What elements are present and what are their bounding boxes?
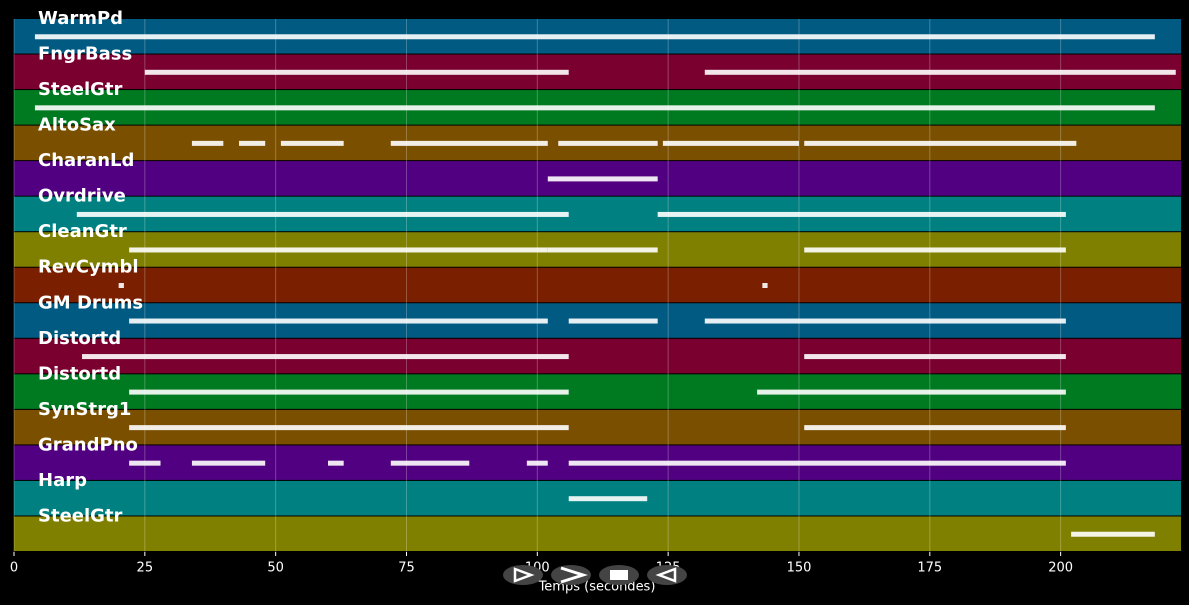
x-tick-label: 50: [267, 561, 284, 576]
track-label: FngrBass: [38, 44, 132, 65]
note-span: [804, 140, 1077, 146]
note-span: [757, 389, 1066, 395]
note-span: [1071, 531, 1155, 537]
x-tick-label: 175: [917, 561, 942, 576]
note-span: [129, 389, 569, 395]
note-span: [144, 69, 569, 75]
track-label: Harp: [38, 470, 87, 491]
track-band: [14, 267, 1181, 303]
notes: [34, 34, 1176, 537]
note-span: [762, 283, 768, 288]
track-label: SteelGtr: [38, 79, 123, 100]
forward-button[interactable]: [551, 565, 591, 585]
track-label: WarmPd: [38, 8, 123, 29]
note-span: [804, 354, 1066, 360]
note-span: [568, 460, 1066, 466]
track-label: SteelGtr: [38, 505, 123, 526]
x-tick-label: 200: [1048, 561, 1073, 576]
note-span: [34, 105, 1155, 111]
x-tick-label: 25: [137, 561, 154, 576]
note-span: [662, 140, 799, 146]
note-span: [804, 425, 1066, 431]
note-span: [804, 247, 1066, 253]
note-span: [558, 140, 658, 146]
note-span: [327, 460, 344, 466]
track-label: AltoSax: [38, 115, 116, 136]
rewind-button[interactable]: [647, 565, 687, 585]
track-label: Distortd: [38, 363, 121, 384]
note-span: [657, 211, 1066, 217]
track-labels: WarmPd FngrBass SteelGtr AltoSax CharanLd Ovr…: [38, 8, 143, 526]
note-span: [129, 425, 569, 431]
note-span: [568, 496, 648, 502]
playback-controls: [503, 565, 687, 585]
stop-button[interactable]: [599, 565, 639, 585]
note-span: [191, 140, 224, 146]
note-span: [82, 354, 569, 360]
note-span: [191, 460, 266, 466]
x-tick-label: 150: [787, 561, 812, 576]
x-tick-label: 75: [398, 561, 415, 576]
note-span: [704, 69, 1176, 75]
track-label: CharanLd: [38, 150, 134, 171]
note-span: [280, 140, 344, 146]
note-span: [704, 318, 1066, 324]
track-label: Distortd: [38, 328, 121, 349]
track-bands: [14, 19, 1181, 551]
track-label: CleanGtr: [38, 221, 127, 242]
note-span: [34, 34, 1155, 40]
note-span: [76, 211, 569, 217]
note-span: [390, 140, 548, 146]
track-label: GrandPno: [38, 434, 138, 455]
note-span: [129, 247, 548, 253]
track-band: [14, 516, 1181, 551]
note-span: [568, 318, 658, 324]
x-tick-label: 0: [10, 561, 18, 576]
note-span: [526, 460, 548, 466]
note-span: [390, 460, 470, 466]
track-label: SynStrg1: [38, 399, 131, 420]
note-span: [129, 318, 548, 324]
note-span: [239, 140, 266, 146]
play-button[interactable]: [503, 565, 543, 585]
note-span: [547, 176, 658, 182]
track-label: Ovrdrive: [38, 186, 126, 207]
track-label: RevCymbl: [38, 257, 139, 278]
note-span: [129, 460, 161, 466]
note-span: [547, 247, 658, 253]
x-axis-label: Temps (secondes): [538, 580, 656, 595]
note-span: [118, 283, 124, 288]
track-label: GM Drums: [38, 292, 143, 313]
